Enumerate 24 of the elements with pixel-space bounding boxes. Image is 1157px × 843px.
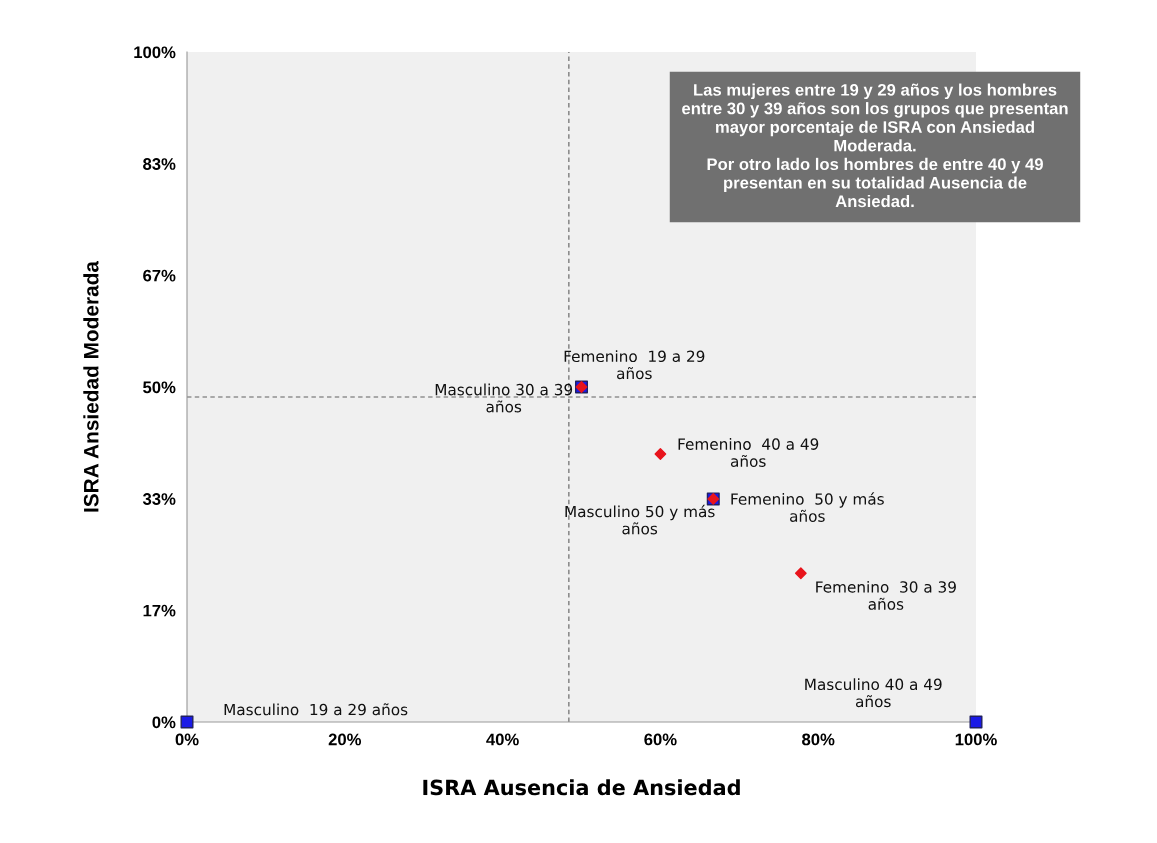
x-tick-label: 80% (802, 733, 835, 746)
x-axis-title: ISRA Ausencia de Ansiedad (423, 779, 740, 796)
y-tick-label: 83% (143, 158, 176, 170)
x-tick-label: 20% (328, 733, 362, 746)
x-tick-label: 60% (644, 733, 677, 746)
y-tick-label: 0% (152, 716, 176, 729)
annotation: Masculino 40 a 49 años (805, 678, 942, 708)
annotation: Las mujeres entre 19 y 29 años y los hombres entre 30 y 39 años son los grupos que presentan mayor porcentaje de ISRA con Ansiedad Moderada. Por otro lado los hombres de entre 40 y 49 presentan en su totalidad Ausencia de Ansiedad. (682, 83, 1068, 208)
x-tick-label: 0% (175, 733, 199, 746)
annotation: Femenino 50 y más años (731, 492, 884, 522)
y-tick-label: 67% (143, 269, 176, 282)
y-tick-label: 33% (142, 493, 176, 505)
y-tick-label: 50% (143, 381, 176, 394)
annotation: Femenino 19 a 29 años (564, 350, 705, 380)
annotation: Femenino 40 a 49 años (678, 438, 819, 467)
annotation: Masculino 19 a 29 años (224, 703, 408, 716)
annotation: Masculino 30 a 39 años (435, 383, 573, 413)
x-tick-label: 40% (486, 733, 519, 746)
x-tick-label: 100% (955, 733, 997, 746)
annotation: Femenino 30 a 39 años (816, 580, 956, 610)
y-tick-label: 17% (143, 604, 176, 617)
y-tick-label: 100% (134, 46, 176, 59)
y-axis-title: ISRA Ansiedad Moderada (83, 260, 99, 512)
annotation: Masculino 50 y más años (565, 504, 715, 535)
